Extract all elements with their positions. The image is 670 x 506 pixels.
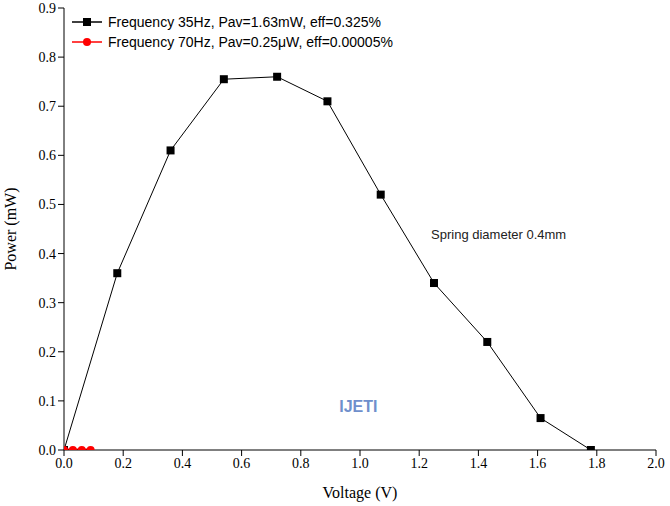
svg-text:1.0: 1.0	[351, 456, 369, 471]
svg-text:1.6: 1.6	[529, 456, 547, 471]
svg-text:0.1: 0.1	[39, 394, 57, 409]
svg-text:0.5: 0.5	[39, 197, 57, 212]
svg-text:0.3: 0.3	[39, 296, 57, 311]
svg-text:2.0: 2.0	[647, 456, 665, 471]
svg-text:0.6: 0.6	[233, 456, 251, 471]
svg-text:1.2: 1.2	[410, 456, 428, 471]
svg-text:0.2: 0.2	[39, 345, 57, 360]
svg-text:0.4: 0.4	[39, 247, 57, 262]
html-text:Frequency 70Hz, Pav=0.25μW, ef: Frequency 70Hz, Pav=0.25μW, eff=0.00005%	[108, 34, 393, 50]
svg-text:0.0: 0.0	[39, 443, 57, 458]
svg-text:1.8: 1.8	[588, 456, 606, 471]
svg-text:0.4: 0.4	[174, 456, 192, 471]
html-text:Spring diameter 0.4mm: Spring diameter 0.4mm	[431, 226, 567, 242]
svg-text:1.4: 1.4	[470, 456, 488, 471]
svg-text:Power (mW): Power (mW)	[2, 187, 20, 270]
svg-text:0.9: 0.9	[39, 1, 57, 16]
svg-text:0.6: 0.6	[39, 148, 57, 163]
svg-text:0.2: 0.2	[114, 456, 132, 471]
svg-text:Voltage (V): Voltage (V)	[323, 484, 398, 502]
svg-text:0.8: 0.8	[292, 456, 310, 471]
svg-text:0.0: 0.0	[55, 456, 73, 471]
html-text:Frequency 35Hz, Pav=1.63mW, ef: Frequency 35Hz, Pav=1.63mW, eff=0.325%	[108, 14, 381, 30]
svg-text:0.7: 0.7	[39, 99, 57, 114]
svg-text:0.8: 0.8	[39, 50, 57, 65]
html-text:IJETI: IJETI	[339, 398, 378, 416]
